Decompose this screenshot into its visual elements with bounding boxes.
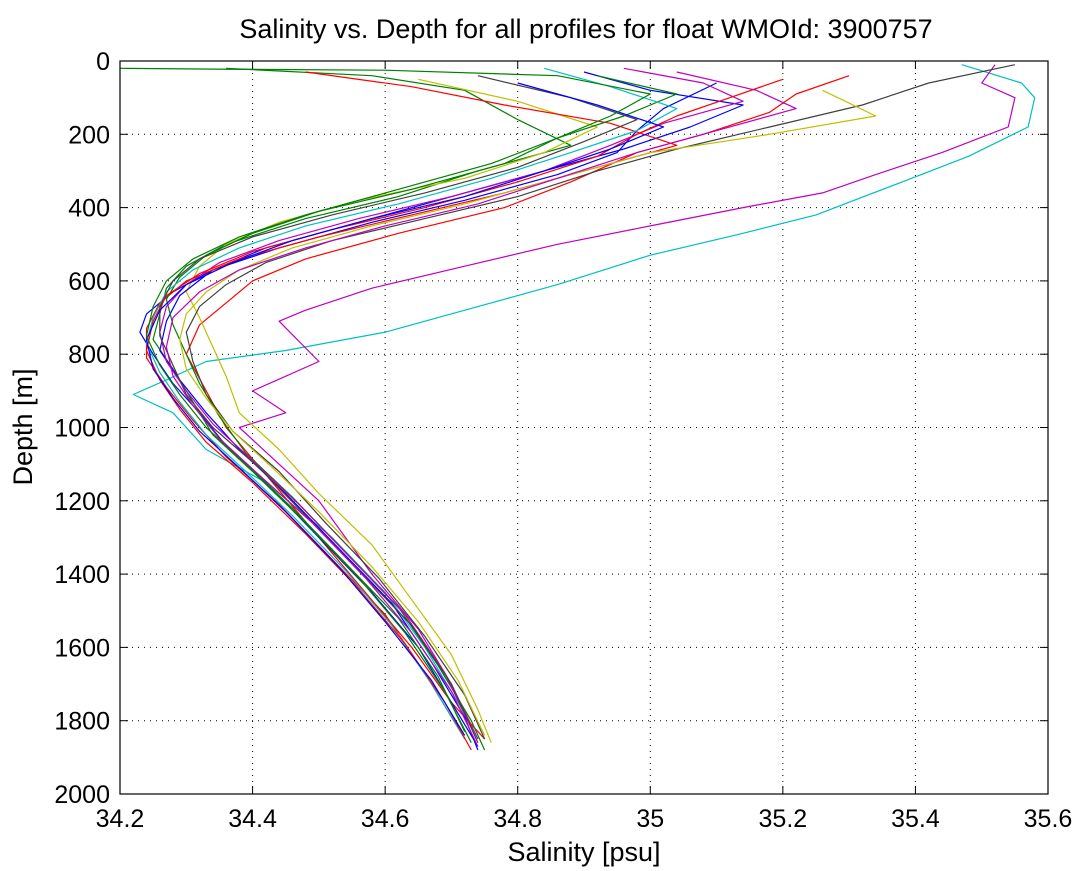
grid-lines	[120, 61, 1048, 794]
profile-line-2	[238, 64, 1016, 740]
y-tick-label: 800	[68, 341, 110, 369]
profile-line-8	[159, 71, 744, 751]
profile-lines	[119, 64, 1036, 751]
x-tick-labels: 34.2 34.4 34.6 34.8 35 35.2 35.4 35.6	[96, 805, 1073, 833]
x-tick-label: 34.6	[361, 805, 410, 833]
profile-line-12	[145, 67, 678, 740]
y-tick-label: 1200	[54, 488, 110, 516]
x-tick-label: 34.2	[96, 805, 145, 833]
y-tick-label: 1800	[54, 708, 110, 736]
profile-line-11	[159, 67, 744, 729]
x-tick-label: 35	[636, 805, 664, 833]
profile-line-10	[165, 75, 678, 751]
y-tick-label: 600	[68, 268, 110, 296]
profile-line-16	[179, 89, 877, 736]
x-tick-label: 35.2	[759, 805, 808, 833]
x-tick-label: 34.8	[493, 805, 542, 833]
x-axis-title: Salinity [psu]	[507, 837, 660, 867]
y-tick-labels: 0 200 400 600 800 1000 1200 1400 1600 1800 2000	[54, 48, 110, 809]
tick-marks	[119, 60, 1049, 795]
profile-line-7	[185, 64, 1016, 740]
y-tick-label: 400	[68, 195, 110, 223]
x-tick-label: 34.4	[228, 805, 277, 833]
profile-line-18	[165, 71, 797, 747]
y-tick-label: 200	[68, 121, 110, 149]
y-tick-label: 2000	[54, 781, 110, 809]
profile-line-14	[145, 78, 784, 751]
profile-line-4	[139, 82, 717, 747]
x-tick-label: 35.4	[891, 805, 940, 833]
y-axis-title: Depth [m]	[8, 368, 38, 485]
y-tick-label: 0	[96, 48, 110, 76]
x-tick-label: 35.6	[1024, 805, 1073, 833]
y-tick-label: 1600	[54, 634, 110, 662]
profile-line-6	[185, 78, 598, 743]
y-tick-label: 1400	[54, 561, 110, 589]
y-tick-label: 1000	[54, 415, 110, 443]
profile-line-17	[119, 67, 651, 732]
profile-line-15	[145, 82, 665, 736]
chart-title: Salinity vs. Depth for all profiles for …	[239, 14, 932, 44]
